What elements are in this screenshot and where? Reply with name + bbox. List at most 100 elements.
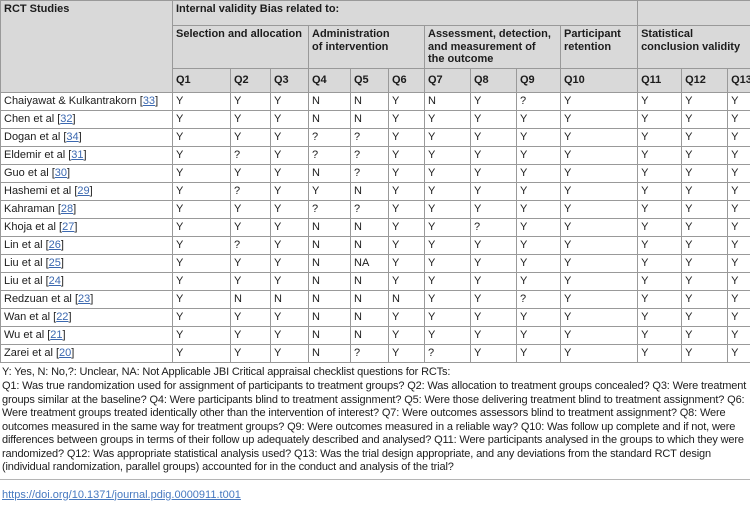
answer-cell: Y — [517, 326, 561, 344]
answer-cell: Y — [517, 128, 561, 146]
study-cell: Hashemi et al [29] — [1, 182, 173, 200]
citation-link[interactable]: 22 — [56, 311, 68, 323]
answer-cell: Y — [682, 200, 728, 218]
answer-cell: Y — [728, 110, 750, 128]
answer-cell: Y — [231, 110, 271, 128]
answer-cell: N — [351, 182, 389, 200]
answer-cell: Y — [173, 218, 231, 236]
answer-cell: Y — [231, 128, 271, 146]
citation-link[interactable]: 32 — [60, 113, 72, 125]
answer-cell: Y — [638, 236, 682, 254]
answer-cell: Y — [517, 218, 561, 236]
answer-cell: NA — [351, 254, 389, 272]
answer-cell: Y — [425, 164, 471, 182]
study-name: Dogan et al — [4, 131, 60, 143]
citation-link[interactable]: 31 — [71, 149, 83, 161]
answer-cell: Y — [728, 254, 750, 272]
study-name: Redzuan et al — [4, 293, 72, 305]
answer-cell: Y — [425, 110, 471, 128]
answer-cell: N — [351, 92, 389, 110]
citation-link[interactable]: 23 — [78, 293, 90, 305]
answer-cell: Y — [638, 146, 682, 164]
answer-cell: ? — [351, 200, 389, 218]
citation-link[interactable]: 24 — [49, 275, 61, 287]
header-q11: Q11 — [638, 68, 682, 92]
citation-link[interactable]: 34 — [66, 131, 78, 143]
answer-cell: Y — [517, 272, 561, 290]
study-cell: Dogan et al [34] — [1, 128, 173, 146]
citation-link[interactable]: 27 — [62, 221, 74, 233]
answer-cell: Y — [561, 290, 638, 308]
answer-cell: ? — [231, 146, 271, 164]
answer-cell: Y — [682, 128, 728, 146]
answer-cell: Y — [231, 254, 271, 272]
doi-link[interactable]: https://doi.org/10.1371/journal.pdig.000… — [2, 489, 241, 501]
answer-cell: Y — [271, 218, 309, 236]
answer-cell: Y — [728, 200, 750, 218]
answer-cell: Y — [271, 344, 309, 362]
answer-cell: N — [309, 110, 351, 128]
header-internal-validity: Internal validity Bias related to: — [173, 1, 638, 26]
appraisal-table: RCT Studies Internal validity Bias relat… — [0, 0, 750, 363]
answer-cell: Y — [471, 326, 517, 344]
study-cell: Wu et al [21] — [1, 326, 173, 344]
answer-cell: Y — [471, 164, 517, 182]
answer-cell: Y — [425, 200, 471, 218]
answer-cell: Y — [682, 92, 728, 110]
answer-cell: Y — [471, 272, 517, 290]
citation-link[interactable]: 30 — [55, 167, 67, 179]
answer-cell: Y — [173, 308, 231, 326]
answer-cell: Y — [231, 344, 271, 362]
citation-link[interactable]: 33 — [143, 95, 155, 107]
answer-cell: Y — [561, 218, 638, 236]
answer-cell: Y — [173, 344, 231, 362]
answer-cell: ? — [471, 218, 517, 236]
header-q7: Q7 — [425, 68, 471, 92]
answer-cell: Y — [728, 344, 750, 362]
answer-cell: Y — [389, 164, 425, 182]
answer-cell: Y — [517, 236, 561, 254]
citation-link[interactable]: 29 — [77, 185, 89, 197]
study-cell: Eldemir et al [31] — [1, 146, 173, 164]
answer-cell: N — [351, 308, 389, 326]
answer-cell: Y — [471, 236, 517, 254]
study-name: Lin et al — [4, 239, 43, 251]
answer-cell: Y — [517, 110, 561, 128]
answer-cell: Y — [728, 308, 750, 326]
answer-cell: Y — [638, 290, 682, 308]
study-name: Wan et al — [4, 311, 50, 323]
answer-cell: Y — [389, 200, 425, 218]
answer-cell: Y — [271, 200, 309, 218]
answer-cell: Y — [638, 344, 682, 362]
answer-cell: Y — [425, 254, 471, 272]
answer-cell: Y — [425, 182, 471, 200]
answer-cell: Y — [682, 182, 728, 200]
answer-cell: N — [231, 290, 271, 308]
citation-link[interactable]: 28 — [61, 203, 73, 215]
answer-cell: N — [309, 344, 351, 362]
answer-cell: Y — [682, 218, 728, 236]
answer-cell: Y — [389, 182, 425, 200]
answer-cell: Y — [682, 308, 728, 326]
citation-link[interactable]: 25 — [49, 257, 61, 269]
answer-cell: Y — [173, 254, 231, 272]
header-empty-cell — [638, 1, 750, 26]
answer-cell: Y — [425, 146, 471, 164]
header-q9: Q9 — [517, 68, 561, 92]
answer-cell: Y — [638, 200, 682, 218]
answer-cell: ? — [231, 236, 271, 254]
citation-link[interactable]: 26 — [49, 239, 61, 251]
header-administration-intervention: Administration of intervention — [309, 26, 425, 69]
answer-cell: Y — [561, 182, 638, 200]
answer-cell: ? — [425, 344, 471, 362]
study-cell: Chaiyawat & Kulkantrakorn [33] — [1, 92, 173, 110]
citation-link[interactable]: 20 — [59, 347, 71, 359]
answer-cell: Y — [425, 128, 471, 146]
answer-cell: Y — [682, 236, 728, 254]
answer-cell: Y — [173, 164, 231, 182]
answer-cell: N — [351, 272, 389, 290]
citation-link[interactable]: 21 — [50, 329, 62, 341]
answer-cell: Y — [517, 344, 561, 362]
answer-cell: N — [309, 290, 351, 308]
